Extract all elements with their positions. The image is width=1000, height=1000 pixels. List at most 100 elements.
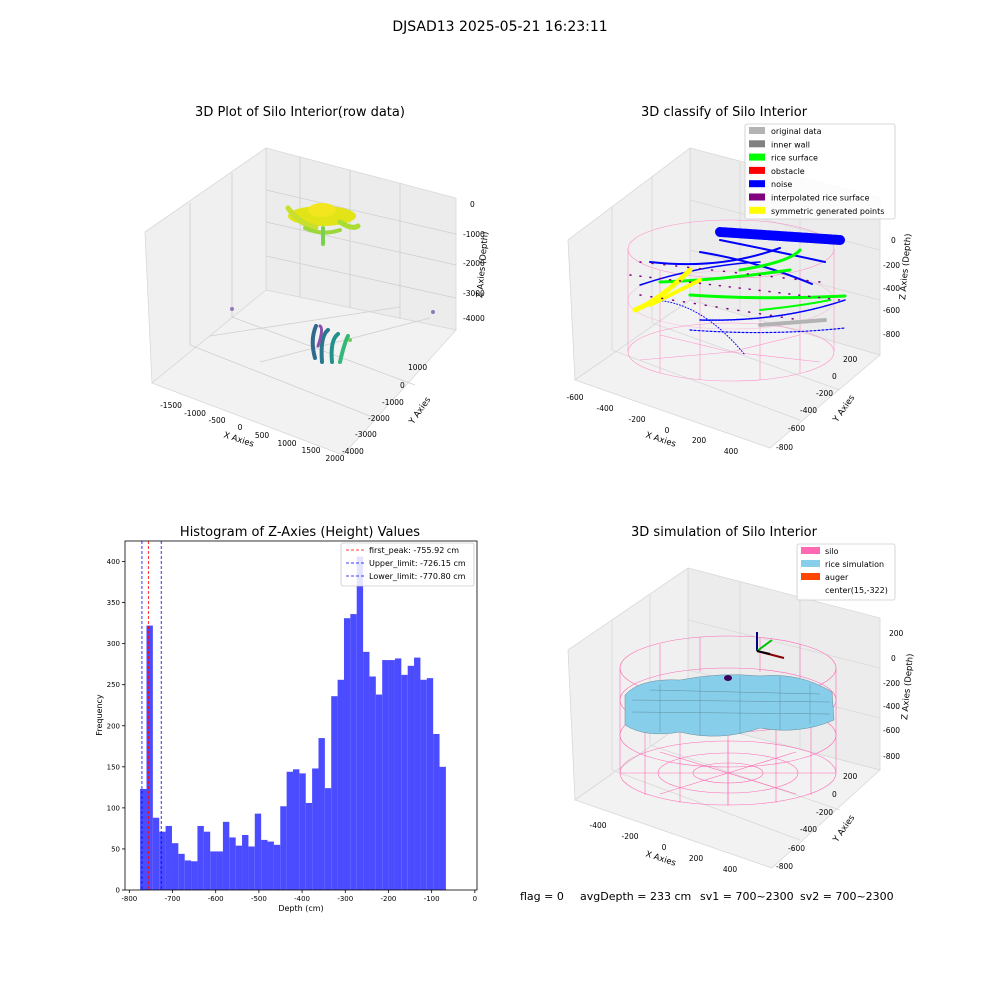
simulation-x-tick-labels: -400 -200 0 200 400 (589, 821, 737, 874)
histogram-bar (146, 625, 153, 890)
raw-bottom-coil (319, 328, 330, 364)
histogram-x-tick-label: -300 (337, 895, 353, 903)
classify-legend-label: inner wall (771, 140, 810, 149)
classify-z-tick: -800 (883, 330, 900, 339)
footer-sv2: sv2 = 700~2300 (800, 890, 894, 903)
histogram-bar (299, 773, 306, 890)
raw-y-tick: -4000 (342, 447, 364, 456)
panel-classify-3d: 3D classify of Silo Interior (566, 105, 913, 456)
simulation-y-tick: -400 (800, 825, 817, 834)
histogram-bar (388, 660, 395, 890)
classify-z-tick: 0 (891, 236, 896, 245)
classify-legend-label: obstacle (771, 167, 805, 176)
classify-z-label: Z Axies (Depth) (898, 233, 914, 300)
raw-x-tick: -1500 (160, 401, 182, 410)
histogram-bar (267, 841, 274, 890)
histogram-x-tick-label: -100 (424, 895, 440, 903)
histogram-bar (331, 696, 338, 890)
raw-outlier-point (431, 310, 435, 314)
histogram-bar (350, 614, 357, 890)
histogram-y-tick-label: 100 (107, 804, 120, 812)
histogram-bar (343, 618, 351, 890)
histogram-bar (318, 738, 325, 890)
raw-z-tick-labels: 0 -1000 -2000 -3000 -4000 (463, 200, 485, 323)
simulation-legend-swatch (801, 573, 820, 580)
simulation-x-tick: -400 (589, 821, 606, 830)
simulation-orientation-arrows (756, 632, 785, 659)
histogram-bar (414, 657, 421, 890)
simulation-x-tick: -200 (621, 832, 638, 841)
raw-z-tick: -3000 (463, 289, 485, 298)
histogram-bar (159, 831, 166, 890)
symmetric-points (648, 278, 702, 307)
simulation-z-tick: -200 (883, 679, 900, 688)
panel-raw-3d: 3D Plot of Silo Interior(row data) -1500… (144, 105, 491, 463)
simulation-z-tick-labels: 200 0 -200 -400 -600 -800 (883, 629, 904, 761)
simulation-legend-label: silo (825, 547, 839, 556)
raw-y-tick-labels: 1000 0 -1000 -2000 -3000 -4000 (342, 363, 427, 456)
histogram-bar (210, 851, 217, 890)
raw-z-label: Z Axies (Depth) (475, 231, 491, 298)
classify-z-tick-labels: 0 -200 -400 -600 -800 (883, 236, 900, 339)
classify-x-tick: 200 (692, 436, 707, 445)
histogram-bar (197, 825, 204, 890)
histogram-bar (401, 674, 408, 890)
histogram-bar (312, 768, 319, 890)
simulation-legend-label: center(15,-322) (825, 586, 888, 595)
raw-bottom-coil (338, 334, 350, 364)
histogram-bar (407, 665, 415, 890)
classify-x-label: X Axies (644, 430, 677, 449)
classify-z-tick: -400 (883, 284, 900, 293)
simulation-z-tick: -600 (883, 726, 900, 735)
panel-simulation-3d: 3D simulation of Silo Interior (567, 525, 916, 874)
simulation-y-tick: -600 (788, 844, 805, 853)
raw-x-tick: 500 (255, 431, 270, 440)
classify-x-tick: -400 (596, 404, 613, 413)
histogram-bar (242, 834, 249, 890)
classify-y-tick: -200 (816, 389, 833, 398)
raw-z-tick: -4000 (463, 314, 485, 323)
histogram-bar (152, 817, 160, 890)
histogram-y-tick-label: 150 (107, 763, 120, 771)
classify-legend-swatch (749, 180, 765, 188)
histogram-bar (363, 651, 370, 890)
histogram-y-tick-label: 200 (107, 722, 120, 730)
histogram-y-tick-label: 50 (111, 845, 120, 853)
histogram-bar (375, 694, 383, 890)
histogram-legend-label: first_peak: -755.92 cm (369, 546, 459, 555)
simulation-y-label: Y Axies (831, 813, 858, 845)
classify-z-tick: -600 (883, 306, 900, 315)
simulation-x-label: X Axies (644, 849, 677, 868)
histogram-bar (394, 658, 402, 890)
classify-legend-swatch (749, 140, 765, 148)
histogram-y-tick-label: 350 (107, 599, 120, 607)
raw-y-tick: -1000 (382, 398, 404, 407)
raw-z-tick: 0 (470, 200, 475, 209)
histogram-bar (337, 679, 344, 890)
raw-y-label: Y Axies (407, 395, 434, 427)
histogram-y-ticks: 0 50 100 150 200 250 300 350 400 (107, 558, 125, 895)
rice-surface-curve (688, 293, 847, 300)
raw-y-tick: 1000 (408, 363, 427, 372)
histogram-bar (216, 851, 223, 890)
classify-legend-label: symmetric generated points (771, 207, 884, 216)
simulation-x-tick: 400 (723, 865, 738, 874)
raw-y-tick: -3000 (355, 430, 377, 439)
histogram-x-tick-label: -700 (165, 895, 181, 903)
histogram-x-tick-label: -200 (381, 895, 397, 903)
simulation-z-tick: 200 (889, 629, 904, 638)
histogram-bar (305, 802, 313, 890)
raw-x-tick: 1000 (277, 439, 296, 448)
raw-outlier-point (230, 307, 234, 311)
histogram-bar (229, 837, 236, 890)
raw-z-tick: -1000 (463, 230, 485, 239)
classify-y-label: Y Axies (831, 393, 858, 425)
raw-x-label: X Axies (222, 430, 255, 449)
raw-x-tick: -1000 (184, 409, 206, 418)
histogram-bar (191, 861, 198, 890)
histogram-bar (248, 846, 255, 890)
simulation-z-tick: -800 (883, 752, 900, 761)
classify-legend-label: rice surface (771, 154, 818, 163)
simulation-y-tick-labels: 200 0 -200 -400 -600 -800 (776, 772, 858, 871)
